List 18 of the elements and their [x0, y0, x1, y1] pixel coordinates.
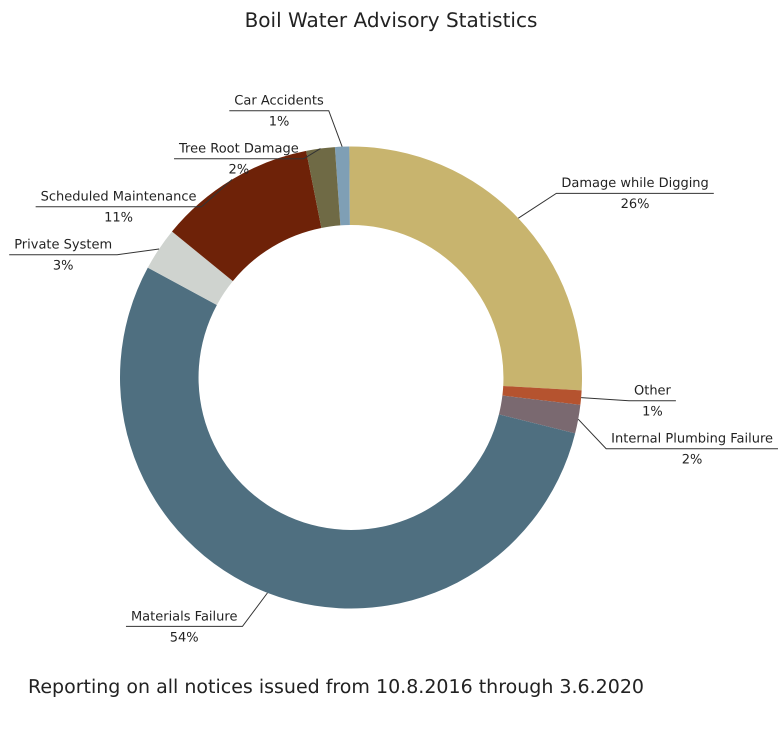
chart-title: Boil Water Advisory Statistics — [244, 8, 538, 32]
slice-label: Tree Root Damage — [178, 142, 299, 157]
data-label: 1% — [642, 404, 663, 420]
slice-label: Damage while Digging — [561, 176, 709, 192]
data-label: 54% — [170, 630, 199, 646]
data-label: 2% — [228, 162, 250, 178]
text: Reporting on all notices issued from 10.8.2016 through 3.6.2020 — [28, 676, 644, 698]
slice-label: Materials Failure — [130, 609, 238, 624]
slice-label: Car Accidents — [234, 94, 324, 109]
data-label: 3% — [52, 258, 74, 274]
slice-label: Private System — [14, 238, 112, 253]
slice-label: Internal Plumbing Failure — [611, 432, 774, 447]
data-label: 26% — [620, 197, 650, 212]
data-label: 11% — [104, 210, 134, 226]
slice-label: Other — [634, 384, 672, 399]
data-label: 1% — [268, 114, 290, 130]
slice-label: Scheduled Maintenance — [40, 190, 196, 205]
data-label: 2% — [682, 452, 702, 468]
